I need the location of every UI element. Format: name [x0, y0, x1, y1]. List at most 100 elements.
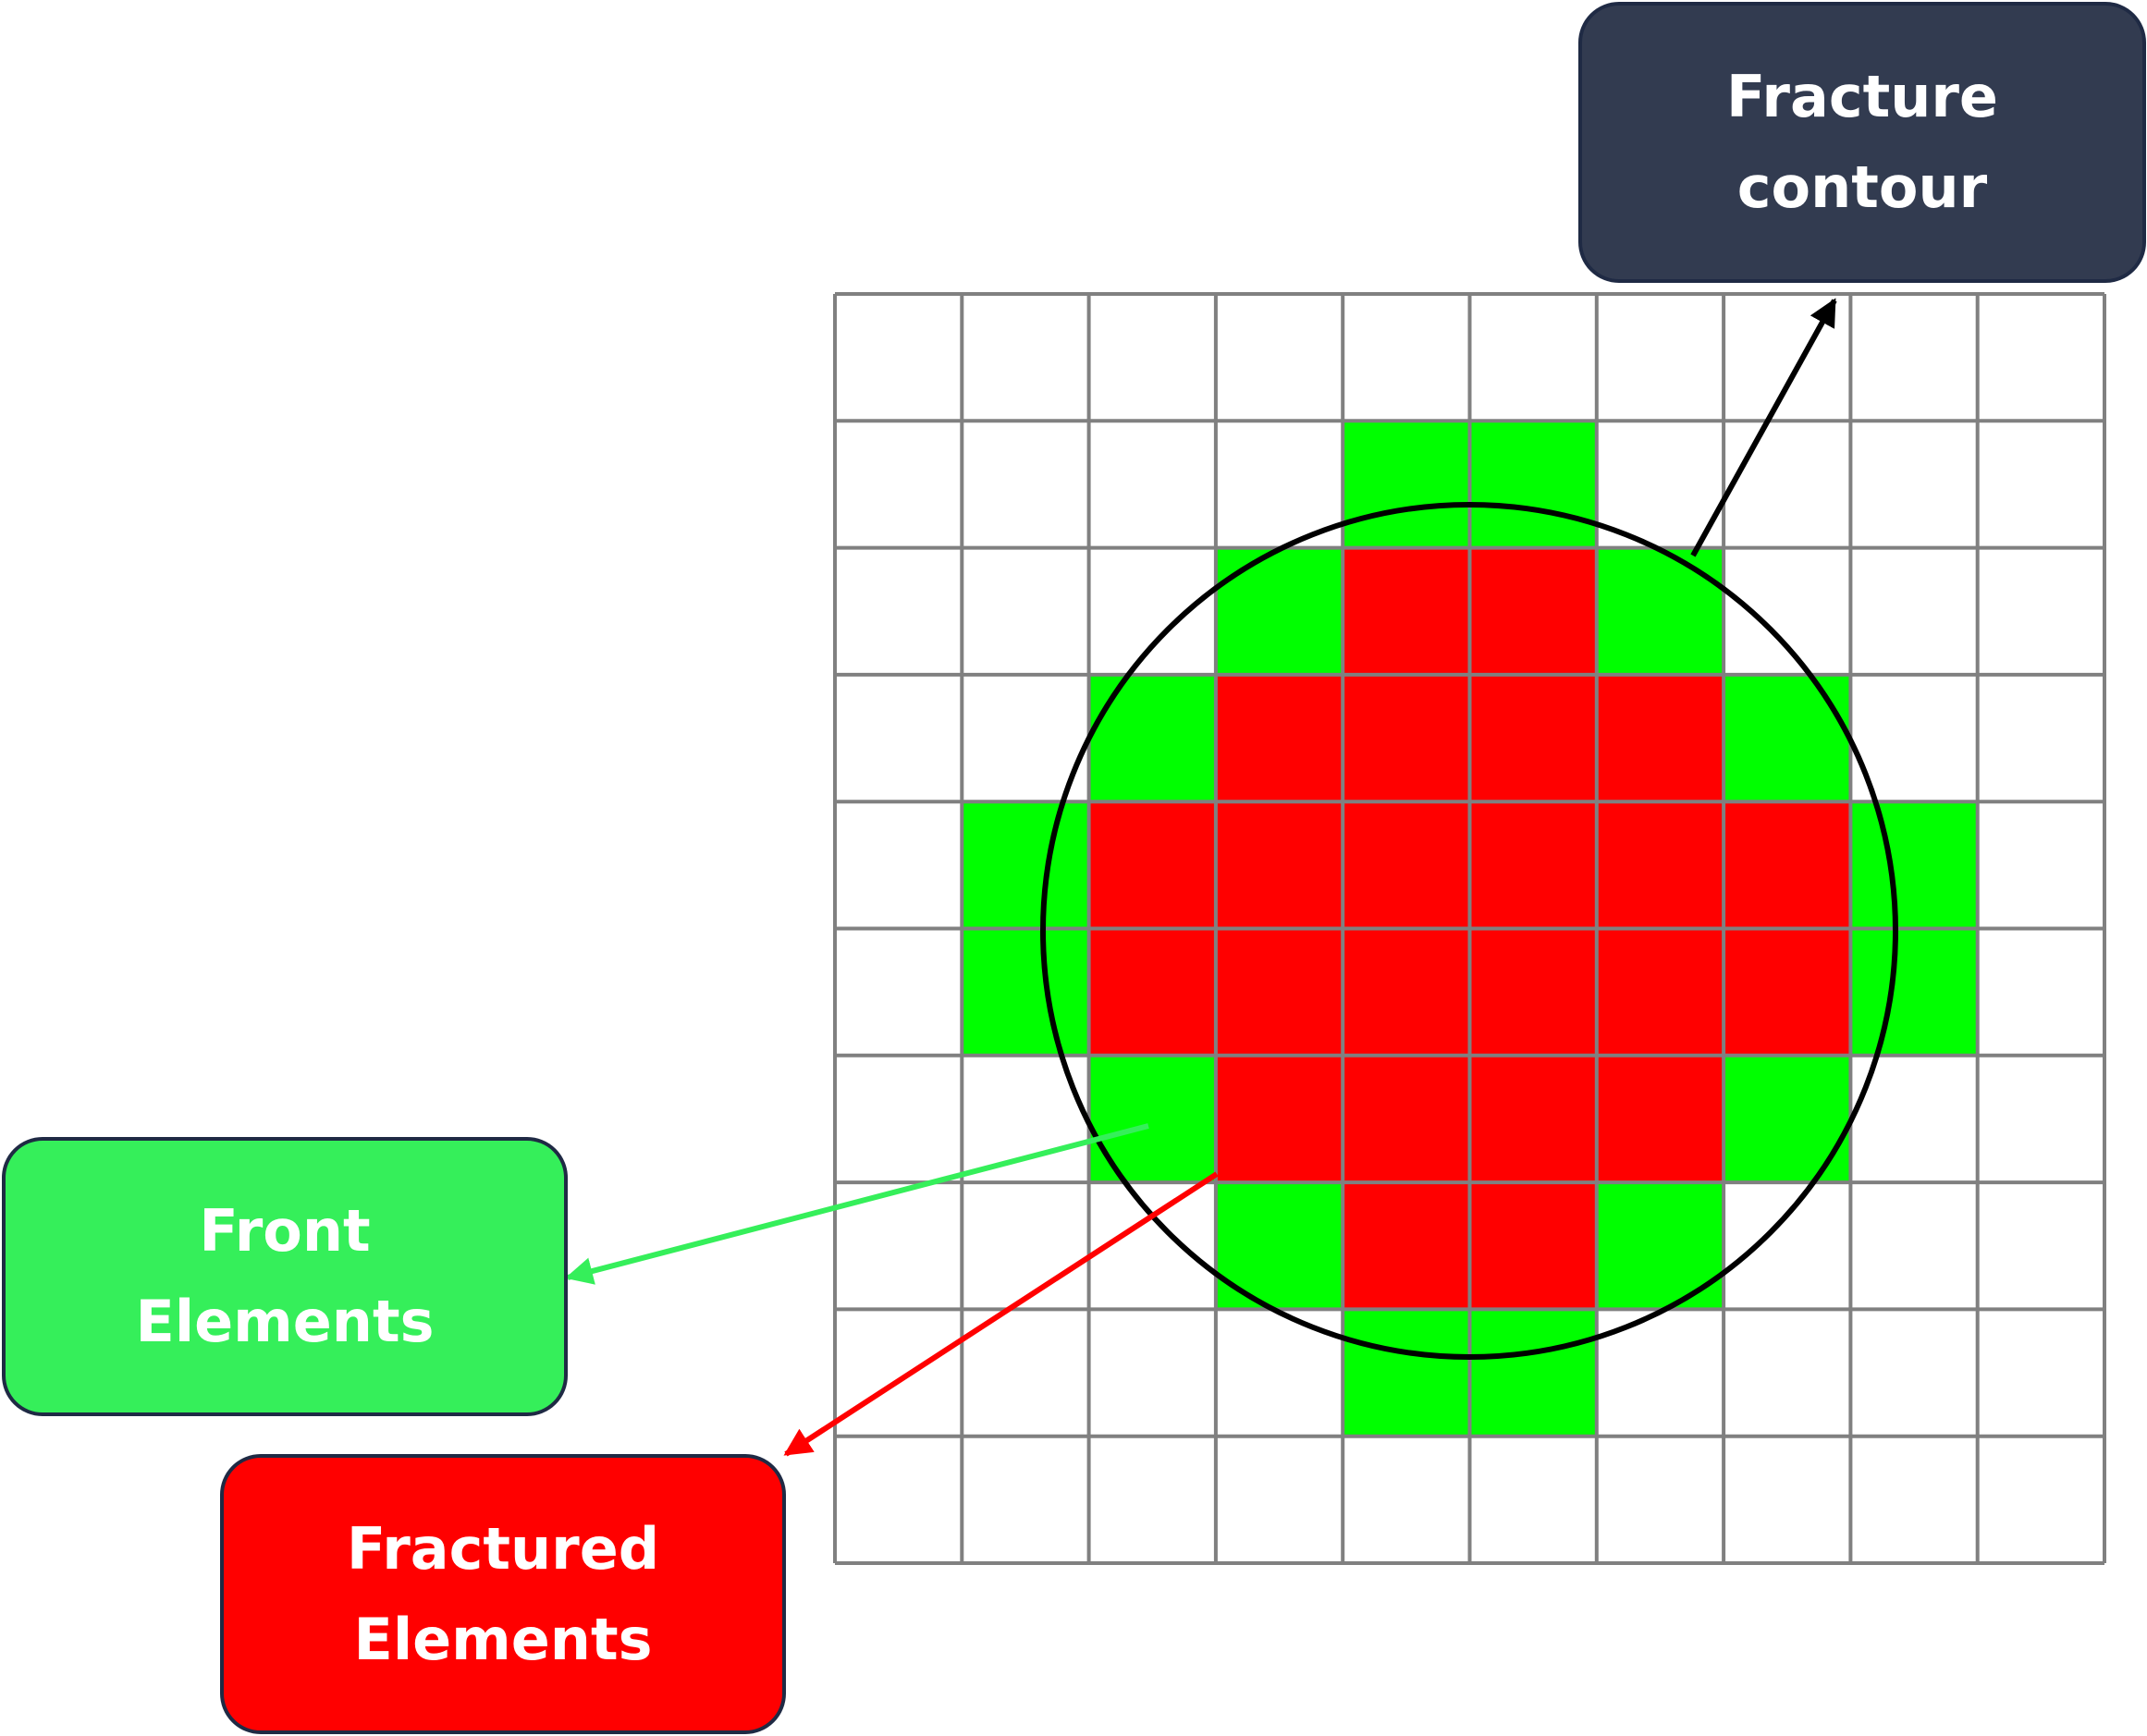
mesh-cell-empty — [1724, 547, 1851, 675]
mesh-cell-empty — [1724, 1182, 1851, 1310]
mesh-cell-empty — [1977, 928, 2104, 1056]
front-elements-arrow — [565, 1123, 1149, 1285]
front-element-cell — [1215, 547, 1343, 675]
fractured-element-cell — [1215, 928, 1343, 1056]
mesh-cell-empty — [835, 674, 963, 802]
mesh-cell-empty — [1215, 421, 1343, 548]
front-elements-label: Front Elements — [2, 1137, 568, 1416]
fractured-element-cell — [1088, 801, 1216, 929]
mesh-cell-empty — [1724, 1436, 1851, 1563]
mesh-cell-empty — [1724, 1309, 1851, 1436]
mesh-cell-empty — [1596, 421, 1724, 548]
mesh-cell-empty — [1215, 1309, 1343, 1436]
mesh-cell-empty — [1850, 294, 1978, 422]
mesh-cell-empty — [835, 421, 963, 548]
front-element-cell — [1469, 1309, 1597, 1436]
front-element-cell — [1596, 547, 1724, 675]
mesh-cell-empty — [1088, 294, 1216, 422]
mesh-cell-empty — [962, 1309, 1089, 1436]
mesh-cell-empty — [835, 294, 963, 422]
mesh-cells — [835, 294, 2104, 1563]
fractured-element-cell — [1724, 928, 1851, 1056]
fractured-element-cell — [1596, 801, 1724, 929]
mesh-cell-empty — [962, 421, 1089, 548]
mesh-cell-empty — [1343, 1436, 1470, 1563]
fracture-contour-line-2: contour — [1736, 153, 1988, 221]
mesh-cell-empty — [835, 1309, 963, 1436]
front-elements-line-2: Elements — [135, 1288, 435, 1355]
front-element-cell — [1850, 928, 1978, 1056]
front-element-cell — [962, 801, 1089, 929]
mesh-cell-empty — [1215, 1436, 1343, 1563]
mesh-cell-empty — [1977, 547, 2104, 675]
mesh-cell-empty — [835, 1055, 963, 1183]
mesh-cell-empty — [1850, 1309, 1978, 1436]
fractured-element-cell — [1469, 674, 1597, 802]
mesh-cell-empty — [1088, 547, 1216, 675]
mesh-cell-empty — [1088, 1436, 1216, 1563]
front-element-cell — [1596, 1182, 1724, 1310]
fractured-element-cell — [1469, 1182, 1597, 1310]
fracture-contour-line-1: Fracture — [1726, 63, 1998, 130]
fractured-elements-label: Fractured Elements — [220, 1454, 786, 1734]
mesh-cell-empty — [835, 547, 963, 675]
front-element-cell — [1343, 1309, 1470, 1436]
mesh-cell-empty — [1596, 1436, 1724, 1563]
fractured-element-cell — [1215, 674, 1343, 802]
fractured-element-cell — [1469, 1055, 1597, 1183]
fracture-contour-arrow — [1690, 298, 1837, 557]
mesh-cell-empty — [1469, 1436, 1597, 1563]
mesh-grid-lines — [833, 292, 2106, 1565]
mesh-cell-empty — [1977, 1436, 2104, 1563]
mesh-cell-empty — [1977, 1182, 2104, 1310]
fractured-element-cell — [1596, 1055, 1724, 1183]
fractured-element-cell — [1215, 1055, 1343, 1183]
fractured-element-cell — [1215, 801, 1343, 929]
fracture-contour-circle — [1040, 502, 1898, 1360]
mesh-cell-empty — [1088, 421, 1216, 548]
fractured-element-cell — [1343, 674, 1470, 802]
mesh-cell-empty — [1977, 674, 2104, 802]
mesh-cell-empty — [1850, 1182, 1978, 1310]
mesh-cell-empty — [1088, 1309, 1216, 1436]
front-element-cell — [1469, 421, 1597, 548]
mesh-cell-empty — [1343, 294, 1470, 422]
mesh-cell-empty — [835, 801, 963, 929]
fractured-element-cell — [1343, 928, 1470, 1056]
front-element-cell — [1724, 674, 1851, 802]
front-element-cell — [1088, 1055, 1216, 1183]
front-element-cell — [1724, 1055, 1851, 1183]
mesh-cell-empty — [1215, 294, 1343, 422]
mesh-cell-empty — [1724, 421, 1851, 548]
mesh-cell-empty — [1850, 674, 1978, 802]
mesh-cell-empty — [1850, 547, 1978, 675]
fractured-element-cell — [1343, 801, 1470, 929]
mesh-cell-empty — [962, 1436, 1089, 1563]
front-element-cell — [962, 928, 1089, 1056]
mesh-cell-empty — [1977, 421, 2104, 548]
front-elements-line-1: Front — [199, 1197, 371, 1265]
mesh-cell-empty — [1469, 294, 1597, 422]
mesh-cell-empty — [1724, 294, 1851, 422]
fractured-elements-line-2: Elements — [353, 1605, 653, 1673]
mesh-cell-empty — [962, 1182, 1089, 1310]
mesh-cell-empty — [1850, 421, 1978, 548]
fractured-element-cell — [1596, 674, 1724, 802]
front-element-cell — [1088, 674, 1216, 802]
fractured-elements-arrow — [783, 1171, 1219, 1457]
fractured-element-cell — [1469, 928, 1597, 1056]
mesh-cell-empty — [1850, 1436, 1978, 1563]
fractured-element-cell — [1343, 1055, 1470, 1183]
fractured-element-cell — [1343, 547, 1470, 675]
mesh-cell-empty — [1977, 1309, 2104, 1436]
front-element-cell — [1850, 801, 1978, 929]
front-element-cell — [1215, 1182, 1343, 1310]
mesh-cell-empty — [1977, 801, 2104, 929]
mesh-cell-empty — [1977, 1055, 2104, 1183]
fractured-element-cell — [1469, 547, 1597, 675]
mesh-cell-empty — [1977, 294, 2104, 422]
mesh-cell-empty — [962, 547, 1089, 675]
front-element-cell — [1343, 421, 1470, 548]
mesh-cell-empty — [835, 1436, 963, 1563]
